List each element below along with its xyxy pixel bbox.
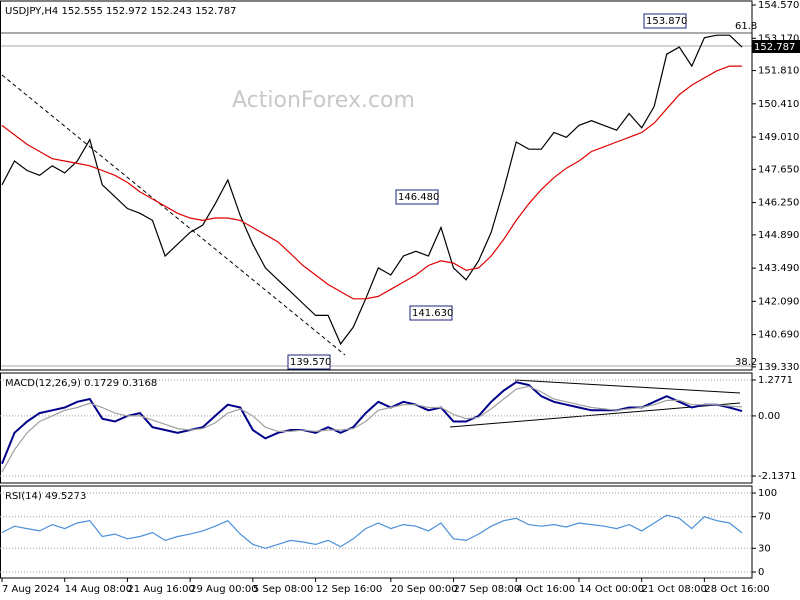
y-tick-label: 153.170 bbox=[758, 33, 799, 44]
y-tick-label: -2.1371 bbox=[758, 471, 797, 482]
y-tick-label: 144.890 bbox=[758, 230, 799, 241]
series-line bbox=[1, 65, 742, 300]
y-tick-label: 30 bbox=[758, 543, 771, 554]
annotation-box bbox=[409, 305, 453, 321]
trend-line bbox=[1, 74, 346, 356]
annotation: 153.870 bbox=[646, 16, 687, 27]
panel-frame bbox=[0, 485, 753, 579]
annotation: 146.480 bbox=[398, 192, 439, 203]
y-tick-label: 0 bbox=[758, 567, 764, 578]
price-tag bbox=[752, 40, 800, 53]
x-tick-label: 12 Sep 16:00 bbox=[316, 584, 383, 595]
x-tick-label: 29 Aug 00:00 bbox=[190, 584, 257, 595]
y-tick-label: 1.2771 bbox=[758, 375, 793, 386]
series-line bbox=[1, 514, 743, 549]
y-tick-label: 151.810 bbox=[758, 66, 799, 77]
series-line bbox=[1, 385, 743, 473]
y-tick-label: 100 bbox=[758, 488, 777, 499]
x-tick-label: 21 Aug 16:00 bbox=[127, 584, 194, 595]
panel-title: USDJPY,H4 152.555 152.972 152.243 152.78… bbox=[5, 6, 236, 17]
y-tick-label: 142.090 bbox=[758, 296, 799, 307]
y-tick-label: 139.330 bbox=[758, 362, 799, 373]
y-tick-label: 140.690 bbox=[758, 330, 799, 341]
x-tick-label: 4 Oct 16:00 bbox=[516, 584, 575, 595]
y-tick-label: 149.010 bbox=[758, 132, 799, 143]
y-tick-label: 150.410 bbox=[758, 99, 799, 110]
watermark: ActionForex.com bbox=[232, 88, 415, 113]
annotation-box bbox=[643, 13, 687, 29]
trend-line bbox=[514, 379, 741, 394]
series-line bbox=[1, 34, 743, 346]
annotation-box bbox=[287, 354, 331, 370]
x-tick-label: 14 Oct 00:00 bbox=[579, 584, 644, 595]
y-tick-label: 146.250 bbox=[758, 198, 799, 209]
annotation-box bbox=[395, 189, 439, 205]
y-tick-label: 147.650 bbox=[758, 164, 799, 175]
panel-title: MACD(12,26,9) 0.1729 0.3168 bbox=[5, 378, 157, 389]
panel-frame bbox=[0, 0, 753, 371]
x-tick-label: 27 Sep 08:00 bbox=[454, 584, 521, 595]
y-tick-label: 70 bbox=[758, 512, 771, 523]
panel-title: RSI(14) 49.5273 bbox=[5, 491, 86, 502]
y-tick-label: 0.00 bbox=[758, 411, 780, 422]
annotation: 38.2 bbox=[735, 357, 757, 368]
annotation: 61.8 bbox=[735, 21, 757, 32]
x-tick-label: 21 Oct 08:00 bbox=[642, 584, 707, 595]
price-tag-label: 152.787 bbox=[754, 42, 795, 53]
x-tick-label: 20 Sep 00:00 bbox=[391, 584, 458, 595]
annotation: 141.630 bbox=[412, 308, 453, 319]
panel-frame bbox=[0, 372, 753, 484]
x-tick-label: 28 Oct 16:00 bbox=[704, 584, 769, 595]
y-tick-label: 154.570 bbox=[758, 0, 799, 11]
x-tick-label: 5 Sep 08:00 bbox=[253, 584, 313, 595]
x-tick-label: 14 Aug 08:00 bbox=[65, 584, 132, 595]
y-tick-label: 143.490 bbox=[758, 263, 799, 274]
x-tick-label: 7 Aug 2024 bbox=[2, 584, 60, 595]
annotation: 139.570 bbox=[290, 357, 331, 368]
